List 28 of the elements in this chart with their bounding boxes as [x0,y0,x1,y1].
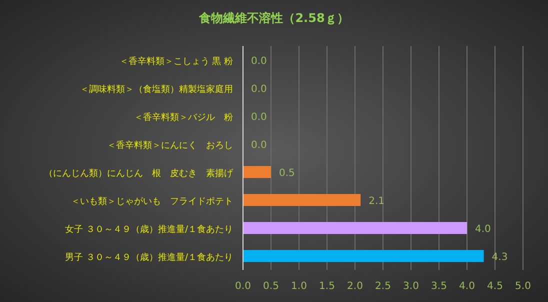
y-tick-label: 男子 ３０～４９（歳）推進量/１食あたり [65,252,233,263]
x-tick-label: 3.5 [431,281,447,292]
y-tick-label: （にんじん類）にんじん 根 皮むき 素揚げ [44,168,234,179]
x-tick-label: 2.5 [375,281,391,292]
x-tick-label: 4.5 [487,281,503,292]
y-tick-label: ＜香辛料類＞こしょう 黒 粉 [119,56,233,67]
x-tick-label: 1.5 [319,281,335,292]
data-label: 2.1 [368,196,385,207]
y-tick-label: ＜いも類＞じゃがいも フライドポテト [71,196,233,207]
x-tick-label: 0.0 [235,281,251,292]
x-tick-label: 3.0 [403,281,419,292]
y-tick-label: 女子 ３０～４９（歳）推進量/１食あたり [65,224,233,235]
data-label: 0.0 [251,56,267,67]
title: 食物繊維不溶性（2.58ｇ） [199,11,349,25]
data-label: 0.5 [279,168,295,179]
data-label: 4.3 [492,252,508,263]
data-label: 0.0 [251,140,267,151]
data-label: 0.0 [251,112,267,123]
x-tick-label: 4.0 [459,281,475,292]
data-label: 4.0 [475,224,491,235]
x-tick-label: 1.0 [291,281,307,292]
data-label: 0.0 [251,84,267,95]
x-tick-label: 2.0 [347,281,363,292]
x-tick-label: 5.0 [515,281,531,292]
x-tick-label: 0.5 [263,281,279,292]
y-tick-label: ＜調味料類＞（食塩類）精製塩家庭用 [80,84,233,95]
y-tick-label: ＜香辛料類＞バジル 粉 [134,112,233,123]
y-tick-label: ＜香辛料類＞にんにく おろし [107,140,233,151]
